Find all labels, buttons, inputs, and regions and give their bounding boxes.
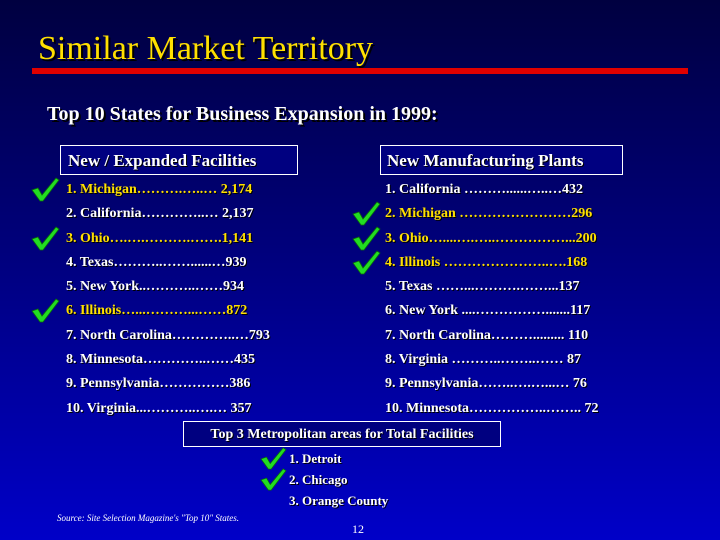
list-item-text: 10. Minnesota……………..…….. 72: [385, 400, 599, 416]
list-item-text: 4. Illinois …………………..….168: [385, 254, 588, 270]
list-item: 6. Illinois…...………...……872: [31, 298, 301, 325]
list-item: 3. Ohio…....….…..……………...200: [352, 226, 627, 253]
new-expanded-facilities-header: New / Expanded Facilities: [60, 145, 298, 175]
list-item-text: 5. New York..………..……934: [66, 279, 244, 295]
list-item: 3. Ohio….….……….…….1,141: [31, 226, 301, 253]
list-item: 5. New York..………..……934: [66, 277, 301, 301]
list-item-text: 6. New York ....…………….......117: [385, 303, 591, 319]
list-item: 8. Virginia ………..……..…… 87: [385, 350, 627, 374]
list-item-text: 7. North Carolina………......... 110: [385, 327, 589, 343]
top-metro-areas-list: 1. Detroit 2. Chicago 3. Orange County: [260, 447, 388, 513]
check-mark-icon: [31, 226, 60, 250]
check-mark-icon: [260, 468, 287, 491]
check-mark-icon: [31, 177, 60, 202]
list-item: 1. Michigan……….…..… 2,174: [31, 177, 301, 204]
list-item: 9. Pennsylvania……………386: [66, 374, 301, 398]
list-item: 2. Chicago: [260, 468, 388, 492]
list-item-text: 1. California ………......…..…432: [385, 182, 583, 197]
list-item-text: 6. Illinois…...………...……872: [66, 303, 248, 319]
list-item-text: 3. Ohio….….……….…….1,141: [66, 230, 254, 246]
list-item: 2. Michigan ……………………296: [352, 201, 627, 228]
title-underline: [32, 68, 688, 74]
check-mark-icon: [352, 201, 381, 226]
list-item-text: 1. Detroit: [289, 451, 342, 466]
list-item: 10. Virginia...………..….… 357: [66, 399, 301, 423]
list-item-text: 7. North Carolina…………..…793: [66, 327, 270, 343]
new-expanded-facilities-list: 1. Michigan……….…..… 2,174 2. California……: [31, 177, 301, 423]
top-metro-areas-header: Top 3 Metropolitan areas for Total Facil…: [183, 421, 501, 447]
list-item-text: 8. Minnesota…………..……435: [66, 352, 255, 368]
list-item: 7. North Carolina………......... 110: [385, 326, 627, 350]
list-item: 10. Minnesota……………..…….. 72: [385, 399, 627, 423]
list-item-text: 9. Pennsylvania……..….…...… 76: [385, 376, 587, 392]
list-item: 1. California ………......…..…432: [385, 180, 627, 204]
list-item: 7. North Carolina…………..…793: [66, 326, 301, 350]
list-item: 4. Illinois …………………..….168: [352, 250, 627, 277]
list-item: 3. Orange County: [289, 492, 388, 513]
check-mark-icon: [352, 226, 381, 250]
list-item-text: 1. Michigan……….…..… 2,174: [66, 182, 253, 197]
list-item: 2. California…………..… 2,137: [66, 204, 301, 228]
list-item-text: 9. Pennsylvania……………386: [66, 376, 251, 392]
list-item-text: 2. Michigan ……………………296: [385, 206, 593, 222]
list-item: 8. Minnesota…………..……435: [66, 350, 301, 374]
slide-title: Similar Market Territory: [38, 30, 374, 67]
list-item-text: 8. Virginia ………..……..…… 87: [385, 352, 582, 368]
list-item-text: 3. Ohio…....….…..……………...200: [385, 230, 597, 246]
list-item-text: 2. Chicago: [289, 472, 348, 487]
list-item-text: 3. Orange County: [289, 493, 389, 508]
list-item: 4. Texas………..……......…939: [66, 253, 301, 277]
list-item: 1. Detroit: [260, 447, 388, 471]
list-item: 9. Pennsylvania……..….…...… 76: [385, 374, 627, 398]
check-mark-icon: [352, 250, 381, 275]
check-mark-icon: [31, 298, 60, 323]
list-item-text: 10. Virginia...………..….… 357: [66, 400, 252, 416]
list-item: 6. New York ....…………….......117: [385, 301, 627, 325]
new-manufacturing-plants-header: New Manufacturing Plants: [380, 145, 623, 175]
list-item: 5. Texas ……...……….……...137: [385, 277, 627, 301]
list-item-text: 2. California…………..… 2,137: [66, 206, 254, 222]
new-manufacturing-plants-list: 1. California ………......…..…432 2. Michig…: [352, 180, 627, 423]
slide-subtitle: Top 10 States for Business Expansion in …: [47, 103, 438, 125]
check-mark-icon: [260, 447, 287, 470]
list-item-text: 4. Texas………..……......…939: [66, 254, 247, 270]
source-note: Source: Site Selection Magazine's "Top 1…: [57, 513, 240, 523]
list-item-text: 5. Texas ……...……….……...137: [385, 279, 580, 295]
page-number: 12: [352, 522, 364, 536]
